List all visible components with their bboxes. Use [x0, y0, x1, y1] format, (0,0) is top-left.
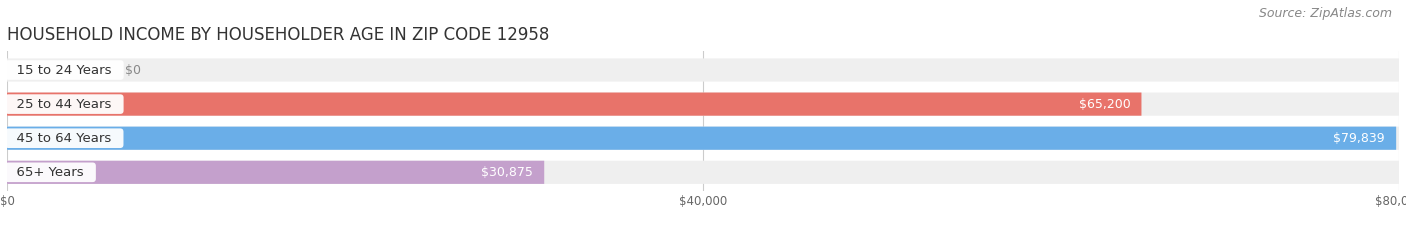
FancyBboxPatch shape [7, 58, 1399, 82]
Text: $30,875: $30,875 [481, 166, 533, 179]
FancyBboxPatch shape [7, 93, 1142, 116]
Text: 25 to 44 Years: 25 to 44 Years [8, 98, 121, 111]
FancyBboxPatch shape [7, 161, 1399, 184]
FancyBboxPatch shape [7, 127, 1396, 150]
FancyBboxPatch shape [7, 93, 1399, 116]
Text: $65,200: $65,200 [1078, 98, 1130, 111]
Text: 45 to 64 Years: 45 to 64 Years [8, 132, 120, 145]
Text: $0: $0 [125, 64, 142, 76]
Text: $79,839: $79,839 [1333, 132, 1385, 145]
Text: HOUSEHOLD INCOME BY HOUSEHOLDER AGE IN ZIP CODE 12958: HOUSEHOLD INCOME BY HOUSEHOLDER AGE IN Z… [7, 26, 550, 44]
FancyBboxPatch shape [7, 161, 544, 184]
Text: Source: ZipAtlas.com: Source: ZipAtlas.com [1258, 7, 1392, 20]
Text: 15 to 24 Years: 15 to 24 Years [8, 64, 121, 76]
Text: 65+ Years: 65+ Years [8, 166, 93, 179]
FancyBboxPatch shape [7, 127, 1399, 150]
